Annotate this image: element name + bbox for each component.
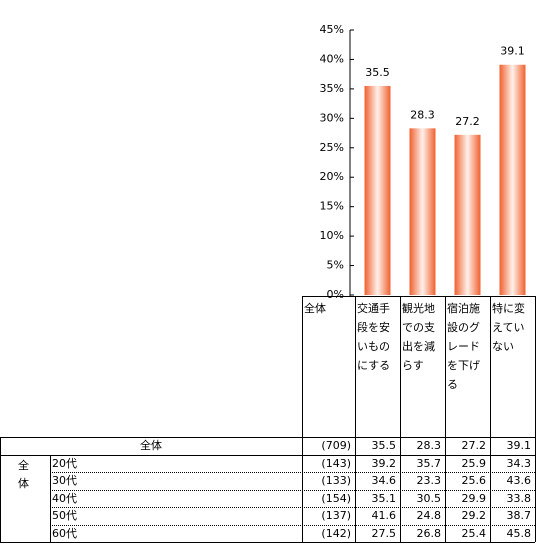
table-border <box>0 437 535 438</box>
table-value: 35.1 <box>371 491 397 505</box>
table-value: 39.1 <box>506 439 532 452</box>
table-value: 29.9 <box>461 491 487 505</box>
bar <box>499 64 526 295</box>
table-value: 25.6 <box>461 474 487 487</box>
table-border <box>50 489 535 491</box>
table-value: 30.5 <box>416 491 442 505</box>
table-border <box>0 542 535 543</box>
row-count: (142) <box>321 526 351 540</box>
y-tick-label: 30% <box>320 111 344 124</box>
y-tick-label: 10% <box>320 229 344 242</box>
row-label: 30代 <box>52 474 77 487</box>
table-value: 24.8 <box>416 509 442 522</box>
column-header: 全体 <box>304 302 326 315</box>
table-border <box>302 296 303 542</box>
y-tick-label: 20% <box>320 170 344 183</box>
table-value: 29.2 <box>461 509 487 522</box>
table-value: 23.3 <box>416 474 442 487</box>
table-value: 27.5 <box>371 526 397 540</box>
table-border <box>50 454 51 542</box>
value-label: 27.2 <box>455 115 480 128</box>
table-value: 43.6 <box>506 474 532 487</box>
row-count: (137) <box>321 509 351 522</box>
row-count: (154) <box>321 491 351 505</box>
bar <box>409 128 436 295</box>
column-header: 交通手段を安いものにする <box>357 302 391 372</box>
y-tick-label: 35% <box>320 82 344 95</box>
value-label: 39.1 <box>500 45 525 58</box>
bar <box>454 134 481 295</box>
column-header: 宿泊施設のグレードを下げる <box>447 302 480 391</box>
table-border <box>0 454 535 456</box>
row-label: 60代 <box>52 526 77 540</box>
y-tick-label: 15% <box>320 200 344 213</box>
column-header: 観光地での支出を減らす <box>402 302 435 372</box>
y-tick-label: 25% <box>320 141 344 154</box>
row-label: 50代 <box>52 509 77 522</box>
table-border <box>50 524 535 526</box>
row-label: 全体 <box>140 439 162 452</box>
table-value: 25.4 <box>461 526 487 540</box>
y-tick-label: 40% <box>320 52 344 65</box>
table-value: 27.2 <box>461 439 487 452</box>
row-count: (709) <box>321 439 351 452</box>
table-border <box>50 472 535 473</box>
table-value: 35.7 <box>416 456 442 470</box>
table-value: 34.3 <box>506 456 532 470</box>
table-value: 34.6 <box>371 474 397 487</box>
y-tick-label: 5% <box>327 259 344 272</box>
value-label: 35.5 <box>365 66 390 79</box>
table-border <box>302 296 535 297</box>
row-count: (133) <box>321 474 351 487</box>
row-label: 40代 <box>52 491 77 505</box>
row-label: 20代 <box>52 456 77 470</box>
table-border <box>490 296 491 542</box>
y-tick-label: 0% <box>327 288 344 300</box>
column-header: 特に変えていない <box>492 302 525 353</box>
value-label: 28.3 <box>410 108 435 121</box>
chart: 0% 5% 10% 15% 20% 25% 30% 35% 40% 45% 35.5 28.3 27.2… <box>320 23 526 300</box>
table-value: 26.8 <box>416 526 442 540</box>
table-value: 38.7 <box>506 509 532 522</box>
table-value: 33.8 <box>506 491 532 505</box>
y-tick-label: 45% <box>320 23 344 36</box>
table-border <box>400 296 401 542</box>
bar <box>364 85 391 295</box>
table-border <box>445 296 446 542</box>
table-border <box>355 296 356 542</box>
table-border <box>50 507 535 508</box>
table-value: 41.6 <box>371 509 397 522</box>
table-value: 25.9 <box>461 456 487 470</box>
table-value: 39.2 <box>371 456 397 470</box>
table-value: 45.8 <box>506 526 532 540</box>
row-count: (143) <box>321 456 351 470</box>
table-value: 35.5 <box>371 439 397 452</box>
table-border <box>0 437 1 542</box>
group-label: 全体 <box>18 458 29 490</box>
table-value: 28.3 <box>416 439 442 452</box>
